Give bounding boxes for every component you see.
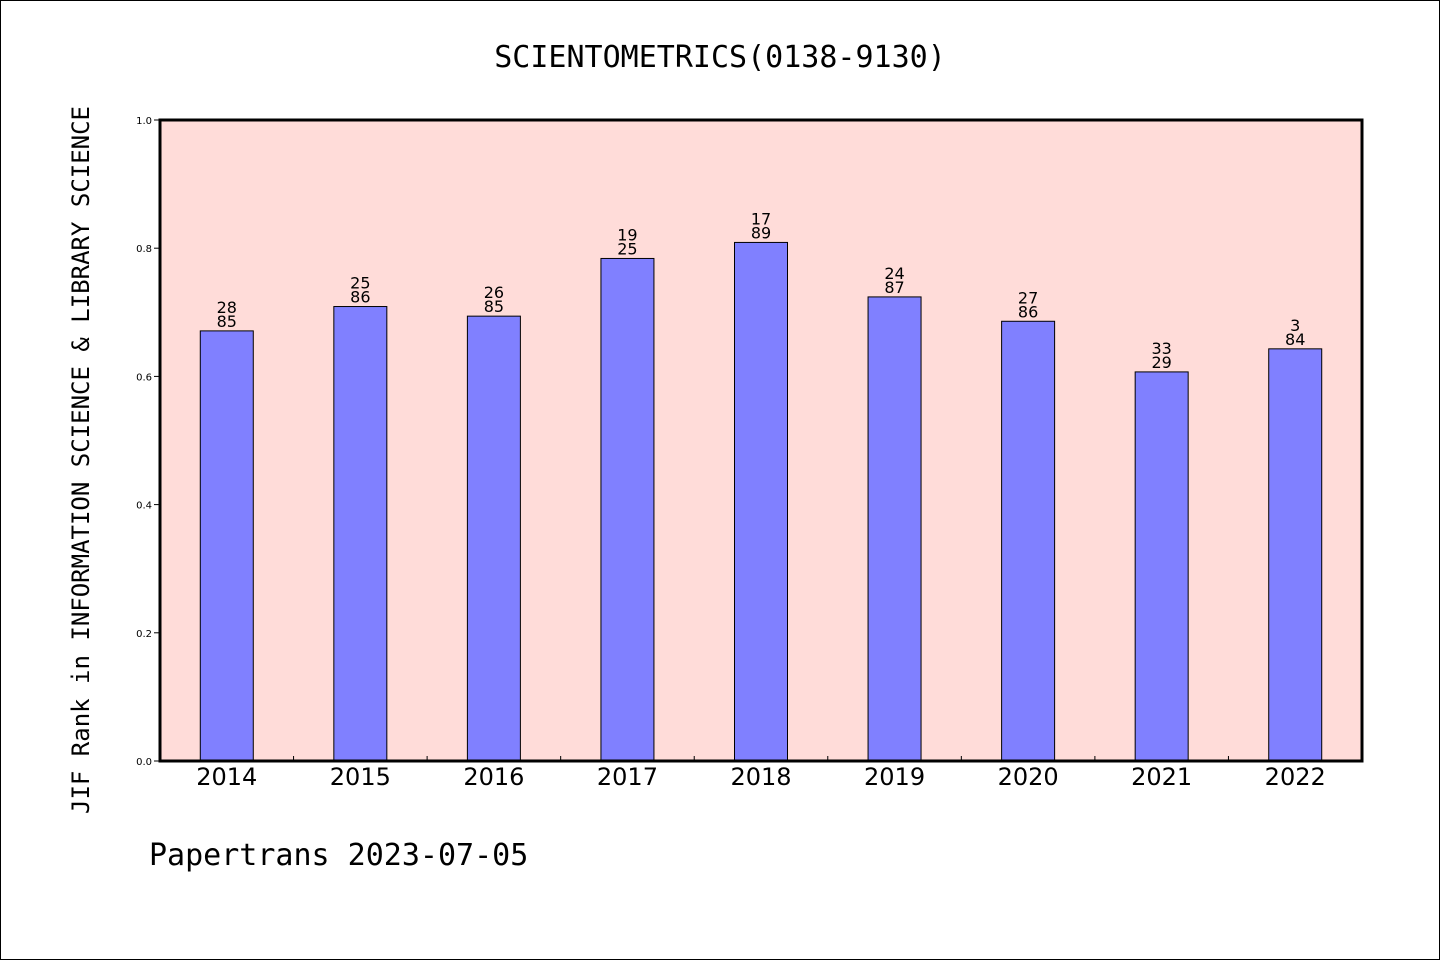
bar-2022 <box>1268 348 1323 762</box>
footer-note: Papertrans 2023-07-05 <box>149 838 528 873</box>
y-tick-label-1.0: 1.0 <box>136 116 152 127</box>
bar-label-2022-line-2: 84 <box>1285 330 1305 349</box>
bar-label-2016-line-1: 26 <box>484 283 504 302</box>
bar-label-2016-line-2: 85 <box>484 297 504 316</box>
bar-label-2017-line-2: 25 <box>617 239 637 258</box>
x-tick-label-2017: 2017 <box>597 763 658 791</box>
bar-2017 <box>600 257 655 762</box>
bar-label-2018-line-2: 89 <box>751 223 771 242</box>
bar-label-2019-line-1: 24 <box>884 264 904 283</box>
bar-label-2014-line-1: 28 <box>217 298 237 317</box>
y-tick-label-0.6: 0.6 <box>136 372 152 383</box>
bar-label-2019-line-2: 87 <box>884 278 904 297</box>
bar-label-2022-line-1: 3 <box>1290 316 1300 335</box>
plot-frame <box>158 118 1364 763</box>
y-axis-label: JIF Rank in INFORMATION SCIENCE & LIBRAR… <box>67 106 95 814</box>
bar-label-2021-line-2: 29 <box>1151 353 1171 372</box>
bar-label-2018-line-1: 17 <box>751 209 771 228</box>
bar-label-2015-line-1: 25 <box>350 274 370 293</box>
bar-2021 <box>1134 371 1189 762</box>
x-tick-label-2019: 2019 <box>864 763 925 791</box>
y-tick-label-0.4: 0.4 <box>136 501 152 512</box>
bar-2014 <box>199 330 254 762</box>
x-tick-label-2020: 2020 <box>998 763 1059 791</box>
x-tick-label-2022: 2022 <box>1265 763 1326 791</box>
x-axis: 2014 2015 2016 2017 2018 2019 2020 2021 2022 <box>196 756 1326 791</box>
x-tick-label-2018: 2018 <box>730 763 791 791</box>
y-tick-label-0.0: 0.0 <box>136 757 152 768</box>
x-tick-label-2016: 2016 <box>463 763 524 791</box>
bars-layer <box>199 241 1323 762</box>
x-tick-label-2014: 2014 <box>196 763 257 791</box>
chart-title: SCIENTOMETRICS(0138-9130) <box>494 40 946 75</box>
bar-label-2020-line-1: 27 <box>1018 288 1038 307</box>
bar-label-2020-line-2: 86 <box>1018 302 1038 321</box>
bar-label-2014-line-2: 85 <box>217 312 237 331</box>
bar-label-2021-line-1: 33 <box>1151 339 1171 358</box>
bar-2015 <box>333 306 388 762</box>
bar-2020 <box>1001 320 1056 762</box>
bar-2019 <box>867 296 922 762</box>
y-axis: 0.0 0.2 0.4 0.6 0.8 1.0 <box>136 116 160 768</box>
bar-label-2015-line-2: 86 <box>350 288 370 307</box>
bar-label-2017-line-1: 19 <box>617 225 637 244</box>
y-tick-label-0.8: 0.8 <box>136 244 152 255</box>
x-tick-label-2015: 2015 <box>330 763 391 791</box>
x-tick-label-2021: 2021 <box>1131 763 1192 791</box>
bar-2016 <box>466 315 521 762</box>
bar-2018 <box>734 241 788 762</box>
y-tick-label-0.2: 0.2 <box>136 629 152 640</box>
